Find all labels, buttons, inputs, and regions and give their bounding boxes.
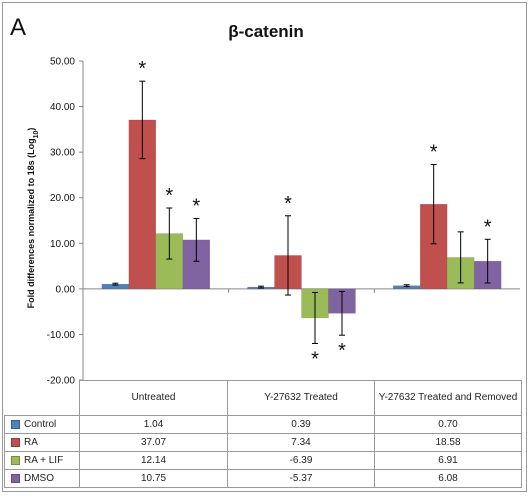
legend-entry-control: Control xyxy=(4,415,80,434)
y-tick-label: 50.00 xyxy=(50,57,75,68)
legend-label: Control xyxy=(24,419,57,430)
table-cell: 1.04 xyxy=(79,415,228,434)
table-col-header: Y-27632 Treated xyxy=(227,380,375,416)
y-axis-label: Fold differences normalized to 18s (Log1… xyxy=(26,128,40,309)
legend-label: RA + LIF xyxy=(24,455,64,466)
table-row: RA + LIF 12.14 -6.39 6.91 xyxy=(4,451,522,470)
panel-letter: A xyxy=(10,14,27,41)
chart-title: β-catenin xyxy=(228,22,304,41)
legend-swatch xyxy=(11,437,20,447)
table-cell: 6.91 xyxy=(374,451,522,470)
table-cell: -5.37 xyxy=(227,469,375,488)
legend-entry-dmso: DMSO xyxy=(4,469,80,488)
table-row: DMSO 10.75 -5.37 6.08 xyxy=(4,469,522,488)
y-tick-label: 40.00 xyxy=(50,102,75,113)
y-tick-label: 30.00 xyxy=(50,148,75,159)
table-col-header: Y-27632 Treated and Removed xyxy=(374,380,522,416)
y-tick-label: -10.00 xyxy=(47,330,76,341)
table-cell: 12.14 xyxy=(79,451,228,470)
significance-marker: * xyxy=(138,58,146,80)
y-tick-label: 10.00 xyxy=(50,239,75,250)
significance-marker: * xyxy=(284,193,292,215)
significance-marker: * xyxy=(192,195,200,217)
legend-label: DMSO xyxy=(24,473,54,484)
legend-entry-ra-lif: RA + LIF xyxy=(4,451,80,470)
table-cell: 0.70 xyxy=(374,415,522,434)
y-tick-label: 20.00 xyxy=(50,193,75,204)
table-cell: 37.07 xyxy=(79,433,228,452)
significance-marker: * xyxy=(430,142,438,164)
legend-entry-ra: RA xyxy=(4,433,80,452)
significance-marker: * xyxy=(338,340,346,362)
legend-swatch xyxy=(11,455,20,465)
table-row: RA 37.07 7.34 18.58 xyxy=(4,433,522,452)
table-header-row: Untreated Y-27632 Treated Y-27632 Treate… xyxy=(4,380,522,416)
data-table: Untreated Y-27632 Treated Y-27632 Treate… xyxy=(4,380,522,488)
significance-marker: * xyxy=(311,348,319,370)
table-row: Control 1.04 0.39 0.70 xyxy=(4,415,522,434)
table-col-header: Untreated xyxy=(79,380,228,416)
legend-swatch xyxy=(11,419,20,429)
legend-label: RA xyxy=(24,437,38,448)
table-cell: 10.75 xyxy=(79,469,228,488)
significance-marker: * xyxy=(484,216,492,238)
table-corner xyxy=(4,380,80,416)
legend-swatch xyxy=(11,473,20,483)
y-tick-label: 0.00 xyxy=(56,284,76,295)
table-cell: 6.08 xyxy=(374,469,522,488)
table-cell: -6.39 xyxy=(227,451,375,470)
table-cell: 0.39 xyxy=(227,415,375,434)
significance-marker: * xyxy=(165,185,173,207)
table-cell: 18.58 xyxy=(374,433,522,452)
table-cell: 7.34 xyxy=(227,433,375,452)
